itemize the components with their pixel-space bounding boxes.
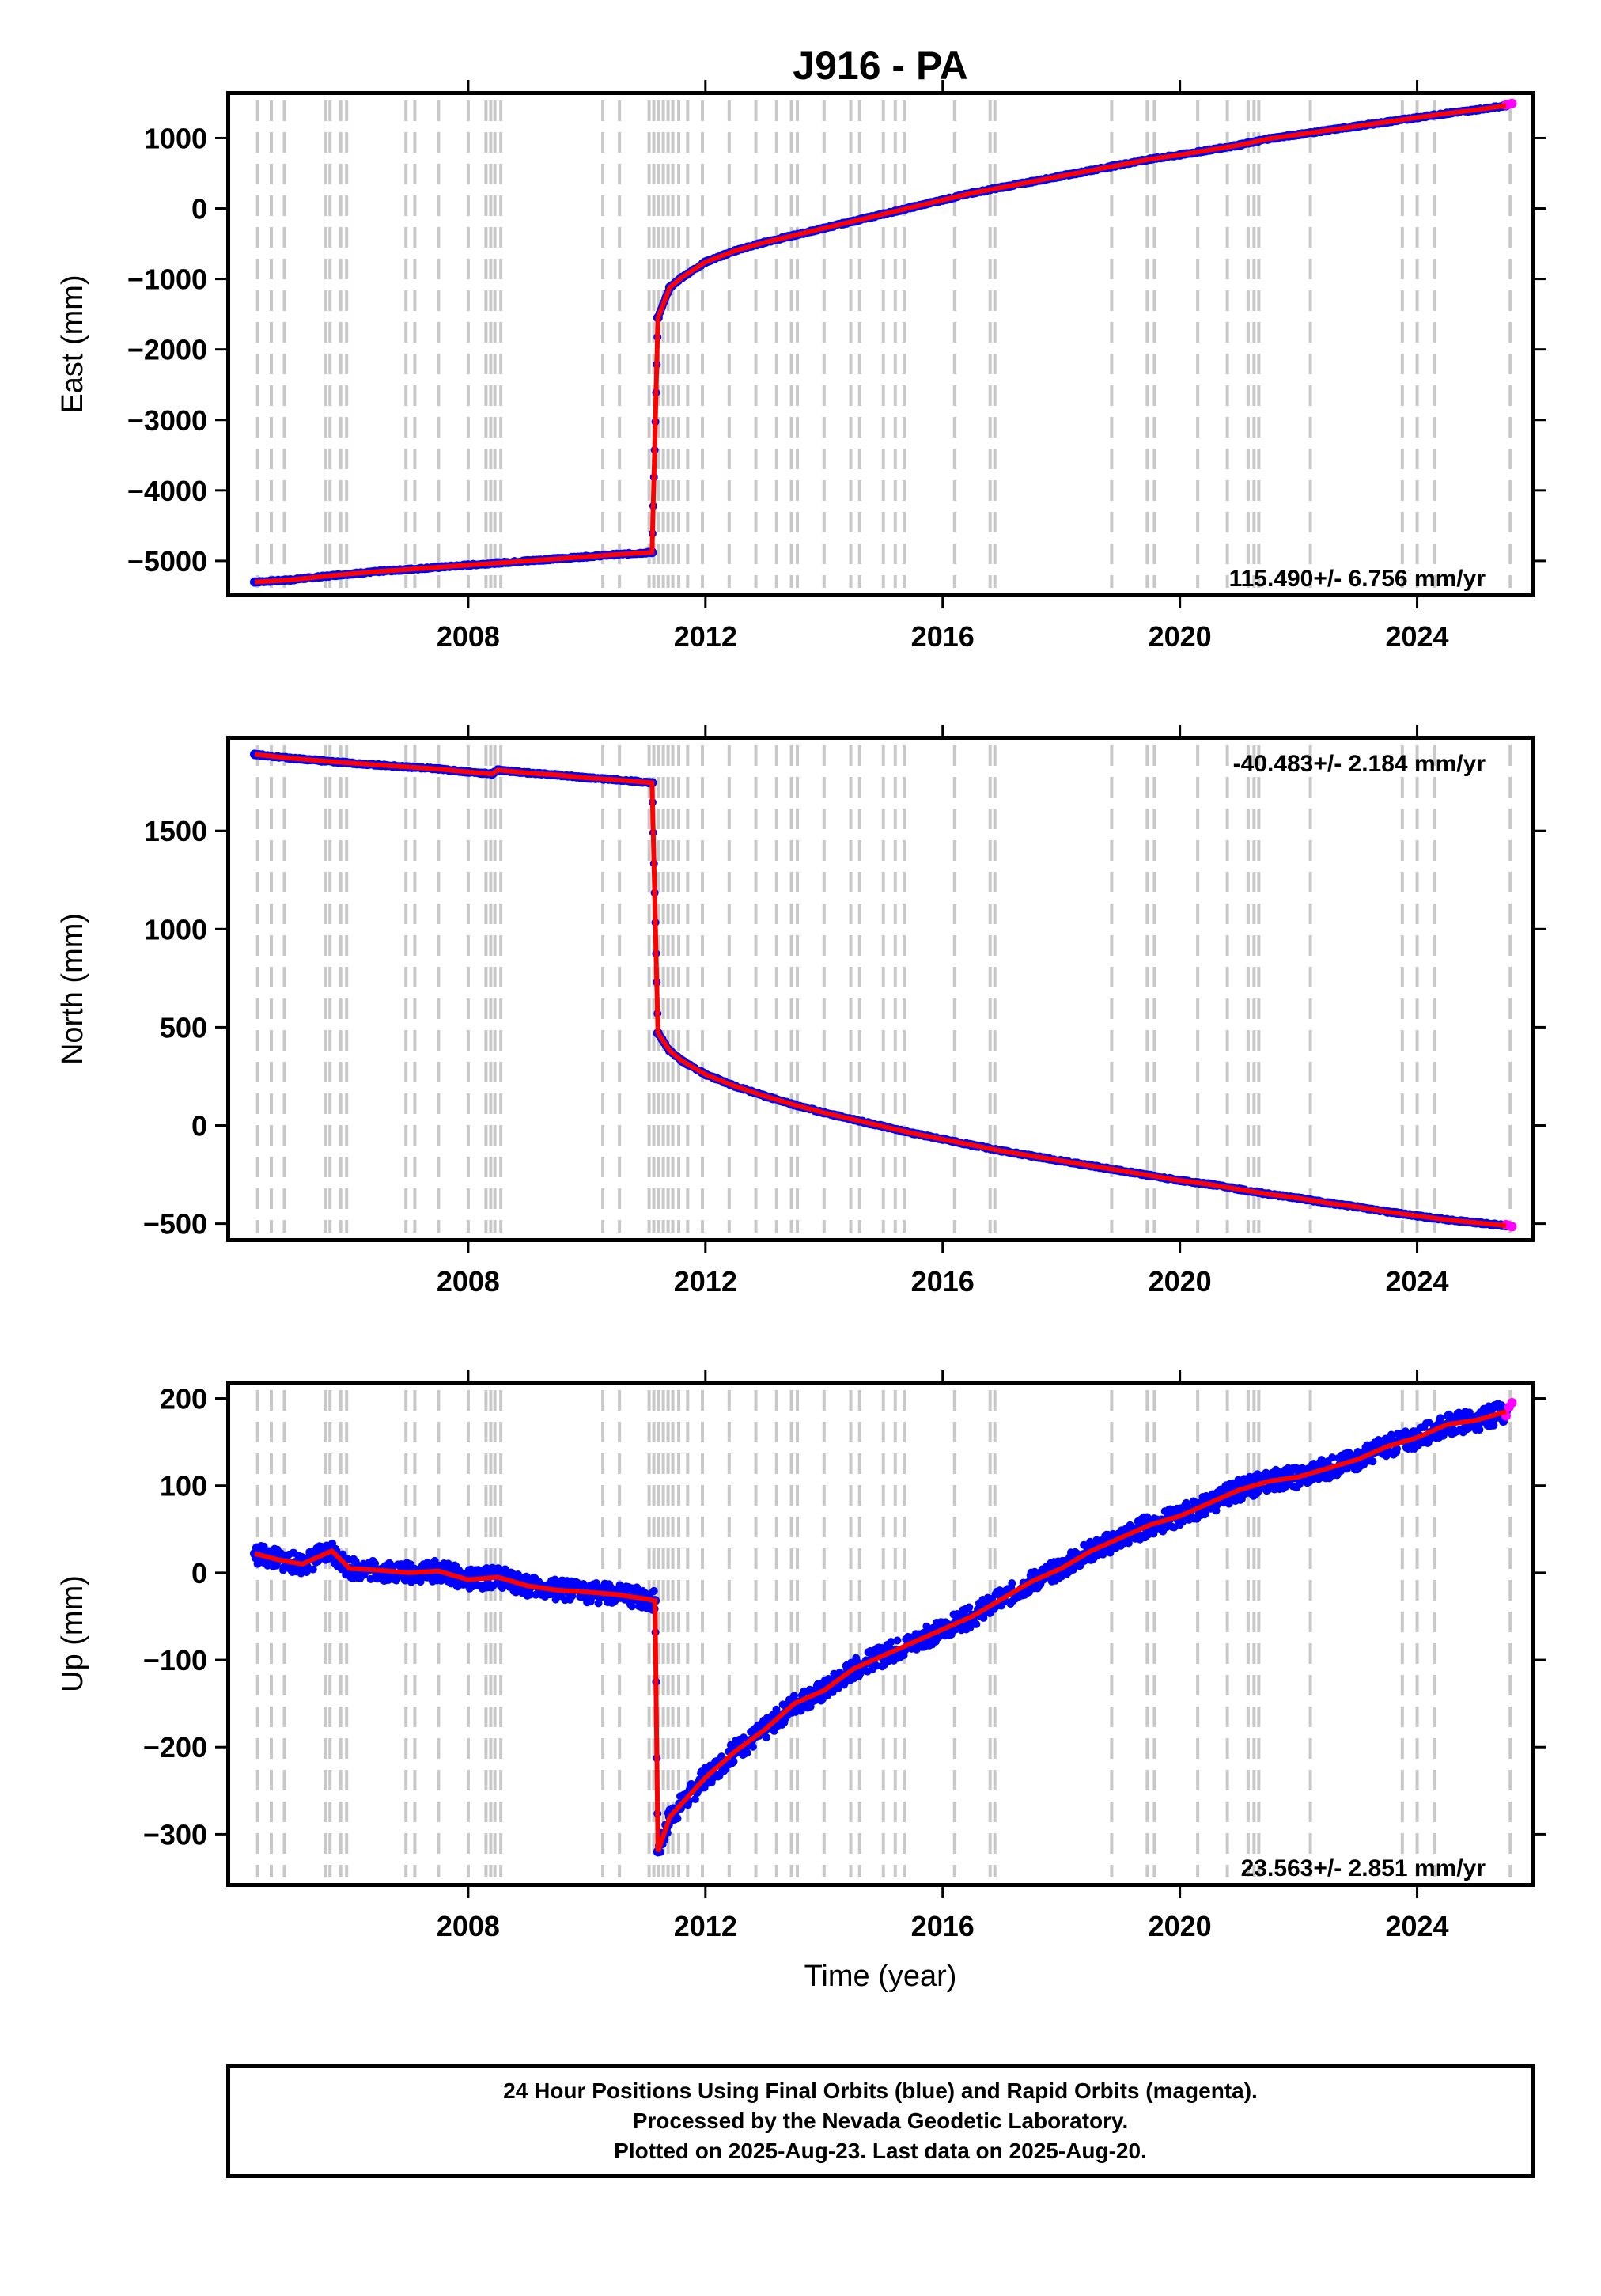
panel-north: 2008 2012 2016 2020 2024 −500 0 500 1000 1500 Nort…	[56, 725, 1546, 1298]
data-point	[371, 1559, 380, 1568]
y-tick-label: −2000	[127, 334, 207, 366]
x-tick-label: 2024	[1385, 620, 1448, 653]
y-tick-label: 500	[160, 1011, 207, 1044]
data-point	[526, 1590, 535, 1599]
x-tick-label: 2020	[1149, 1265, 1212, 1298]
data-point	[308, 1565, 317, 1574]
data-point	[834, 1684, 842, 1692]
data-point	[972, 1620, 981, 1628]
data-point	[649, 1586, 658, 1595]
data-point	[483, 1564, 491, 1573]
data-point	[633, 1583, 642, 1592]
panel-east: 2008 2012 2016 2020 2024 −5000 −4000 −3000 −2000…	[56, 80, 1546, 653]
panels: 2008 2012 2016 2020 2024−5000−4000−3000−2000…	[56, 80, 1546, 1993]
model-fit-line	[254, 752, 1507, 1229]
data-point	[444, 1559, 452, 1568]
y-tick-label: −4000	[127, 475, 207, 507]
y-tick-label: −5000	[127, 545, 207, 578]
rapid-data-point	[1507, 98, 1517, 108]
model-fit-line	[254, 103, 1507, 585]
y-axis-title: East (mm)	[56, 275, 89, 413]
y-tick-label: 0	[191, 193, 207, 225]
data-point	[893, 1636, 902, 1645]
data-point	[743, 1749, 751, 1757]
y-tick-label: 1000	[144, 913, 207, 945]
velocity-rate-label: 115.490+/- 6.756 mm/yr	[1229, 566, 1486, 592]
plot-frame	[226, 91, 1535, 597]
panel-up: 2008 2012 2016 2020 2024−300−200−1000100200U…	[56, 1370, 1546, 1993]
data-point	[748, 1742, 757, 1751]
y-tick-label: −500	[143, 1208, 207, 1241]
x-tick-label: 2012	[674, 620, 737, 653]
data-point	[887, 1638, 895, 1646]
x-tick-label: 2016	[911, 1265, 975, 1298]
y-axis: −5000 −4000 −3000 −2000 −1000 0 1000	[127, 122, 1546, 578]
data-point	[343, 1555, 352, 1563]
chart-title: J916 - PA	[793, 44, 967, 88]
x-tick-label: 2020	[1149, 620, 1212, 653]
y-tick-label: 0	[191, 1110, 207, 1142]
x-tick-label: 2024	[1385, 1265, 1448, 1298]
data-point	[828, 1688, 837, 1696]
y-tick-label: 1000	[144, 122, 207, 154]
x-axis: 2008 2012 2016 2020 2024	[437, 80, 1449, 653]
velocity-rate-label: -40.483+/- 2.184 mm/yr	[1233, 751, 1486, 777]
x-tick-label: 2012	[674, 1265, 737, 1298]
y-tick-label: −1000	[127, 263, 207, 296]
equipment-change-lines	[255, 100, 1512, 588]
x-tick-label: 2016	[911, 620, 975, 653]
rapid-data-point	[1507, 1222, 1517, 1232]
equipment-change-lines	[255, 745, 1512, 1233]
x-tick-label: 2008	[437, 620, 500, 653]
data-point	[627, 1602, 636, 1611]
x-axis: 2008 2012 2016 2020 2024	[437, 725, 1449, 1298]
data-point	[965, 1603, 974, 1612]
data-point	[579, 1580, 588, 1589]
y-tick-label: 1500	[144, 815, 207, 847]
y-axis-title: North (mm)	[56, 913, 89, 1065]
data-point	[762, 1733, 770, 1742]
data-point	[691, 1795, 699, 1804]
plot-frame	[226, 736, 1535, 1242]
x-tick-label: 2008	[437, 1265, 500, 1298]
data-point	[673, 1814, 682, 1823]
data-point	[872, 1661, 881, 1670]
y-tick-label: −3000	[127, 404, 207, 437]
y-axis: −500 0 500 1000 1500	[143, 815, 1546, 1241]
data-point	[1008, 1578, 1016, 1587]
data-point	[729, 1757, 738, 1766]
data-point	[789, 1692, 798, 1700]
